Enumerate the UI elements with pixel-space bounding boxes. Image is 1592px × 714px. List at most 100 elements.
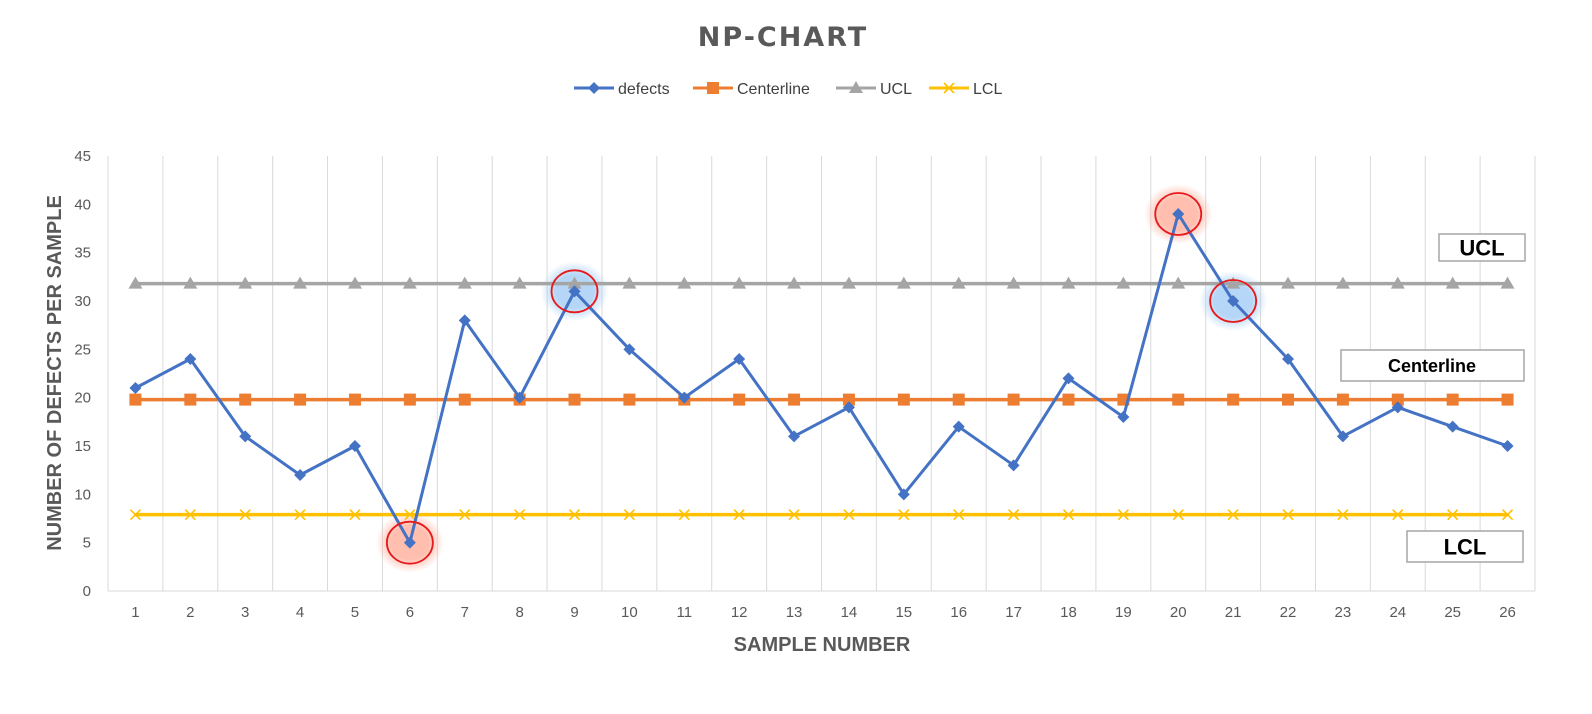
legend-marker-lcl-stroke-b bbox=[943, 82, 955, 94]
point-ucl-23 bbox=[1335, 276, 1350, 289]
point-lcl-16-stroke-b bbox=[953, 509, 965, 521]
x-tick-label-19: 19 bbox=[1115, 604, 1132, 621]
x-tick-label-11: 11 bbox=[676, 604, 692, 621]
point-ucl-19 bbox=[1116, 276, 1131, 289]
point-defects-17 bbox=[1007, 459, 1020, 472]
grid-lines bbox=[107, 156, 1536, 592]
point-ucl-24 bbox=[1390, 276, 1405, 289]
point-lcl-23 bbox=[1337, 509, 1349, 521]
point-lcl-25-stroke-b bbox=[1447, 509, 1459, 521]
point-ucl-22 bbox=[1281, 276, 1296, 289]
x-tick-label-8: 8 bbox=[515, 604, 523, 621]
point-ucl-15 bbox=[896, 276, 911, 289]
point-lcl-23-stroke-b bbox=[1337, 509, 1349, 521]
x-tick-label-23: 23 bbox=[1335, 604, 1352, 621]
annotation-box-ucl bbox=[1438, 233, 1526, 262]
point-defects-20 bbox=[1172, 208, 1185, 220]
annotation-boxes: UCL Centerline LCL bbox=[1340, 233, 1526, 563]
point-ucl-7 bbox=[457, 276, 472, 289]
series-ucl bbox=[128, 276, 1515, 289]
x-tick-label-24: 24 bbox=[1389, 604, 1406, 621]
x-tick-label-14: 14 bbox=[841, 604, 858, 621]
point-lcl-15-stroke-b bbox=[898, 509, 910, 521]
point-ucl-18 bbox=[1061, 276, 1076, 289]
point-defects-1 bbox=[129, 382, 142, 394]
point-lcl-26-stroke-b bbox=[1501, 509, 1514, 521]
point-centerline-9 bbox=[568, 393, 581, 406]
x-tick-label-2: 2 bbox=[186, 604, 194, 621]
point-lcl-11-stroke-b bbox=[678, 509, 690, 521]
highlight-circle-1 bbox=[550, 269, 599, 314]
x-tick-label-18: 18 bbox=[1060, 604, 1077, 621]
point-ucl-12 bbox=[732, 276, 747, 289]
annotation-box-lcl bbox=[1406, 530, 1524, 563]
point-defects-6 bbox=[403, 536, 416, 549]
point-lcl-20 bbox=[1172, 509, 1184, 521]
point-ucl-6 bbox=[402, 276, 417, 289]
point-lcl-11 bbox=[678, 509, 690, 521]
point-centerline-20 bbox=[1172, 393, 1185, 406]
legend-item-defects: defects bbox=[574, 81, 670, 98]
y-tick-label-25: 25 bbox=[74, 341, 91, 358]
point-ucl-26 bbox=[1500, 276, 1515, 289]
point-lcl-6-stroke-b bbox=[404, 509, 416, 521]
point-lcl-3 bbox=[239, 509, 251, 521]
series-lcl bbox=[129, 509, 1514, 521]
point-lcl-12-stroke-b bbox=[733, 509, 745, 521]
y-tick-label-40: 40 bbox=[74, 196, 91, 213]
point-lcl-19 bbox=[1117, 509, 1129, 521]
legend-label-defects: defects bbox=[618, 81, 670, 98]
point-lcl-13 bbox=[788, 509, 800, 521]
y-tick-label-35: 35 bbox=[74, 245, 91, 262]
highlight-circle-0 bbox=[385, 520, 434, 565]
highlight-circle-2 bbox=[1154, 192, 1203, 236]
series-centerline bbox=[129, 393, 1514, 406]
point-centerline-23 bbox=[1336, 393, 1349, 406]
y-tick-label-45: 45 bbox=[74, 148, 91, 165]
legend-label-lcl: LCL bbox=[973, 81, 1002, 98]
point-centerline-5 bbox=[348, 393, 361, 406]
legend-item-lcl: LCL bbox=[929, 81, 1002, 98]
y-tick-label-5: 5 bbox=[83, 535, 91, 552]
point-lcl-3-stroke-b bbox=[239, 509, 251, 521]
point-centerline-18 bbox=[1062, 393, 1075, 406]
point-defects-5 bbox=[348, 440, 361, 452]
x-tick-label-26: 26 bbox=[1499, 604, 1516, 621]
point-ucl-4 bbox=[293, 276, 308, 289]
point-lcl-7 bbox=[459, 509, 471, 521]
point-lcl-26 bbox=[1501, 509, 1514, 521]
point-ucl-21 bbox=[1226, 276, 1241, 289]
y-tick-label-10: 10 bbox=[74, 486, 91, 503]
point-centerline-21 bbox=[1227, 393, 1240, 406]
x-tick-label-16: 16 bbox=[950, 604, 967, 621]
legend-marker-lcl bbox=[943, 82, 955, 94]
point-ucl-16 bbox=[951, 276, 966, 289]
point-ucl-10 bbox=[622, 276, 637, 289]
point-defects-23 bbox=[1336, 430, 1349, 443]
point-lcl-21-stroke-b bbox=[1227, 509, 1239, 521]
point-defects-24 bbox=[1391, 401, 1404, 414]
point-lcl-22-stroke-b bbox=[1282, 509, 1294, 521]
x-tick-label-3: 3 bbox=[241, 604, 249, 621]
highlight-circle-3 bbox=[1209, 279, 1258, 323]
point-ucl-1 bbox=[128, 276, 143, 289]
x-tick-label-1: 1 bbox=[131, 604, 139, 621]
point-lcl-18-stroke-b bbox=[1062, 509, 1075, 521]
legend: defects Centerline UCL LCL bbox=[574, 81, 1002, 98]
point-lcl-9-stroke-b bbox=[568, 509, 581, 521]
point-ucl-3 bbox=[238, 276, 253, 289]
point-defects-13 bbox=[788, 430, 801, 443]
point-defects-26 bbox=[1501, 440, 1514, 452]
x-axis-title: SAMPLE NUMBER bbox=[734, 634, 911, 656]
point-lcl-17 bbox=[1008, 509, 1020, 521]
point-lcl-16 bbox=[953, 509, 965, 521]
point-defects-10 bbox=[623, 343, 636, 356]
point-lcl-4 bbox=[294, 509, 306, 521]
point-lcl-20-stroke-b bbox=[1172, 509, 1184, 521]
point-centerline-13 bbox=[788, 393, 801, 406]
point-defects-12 bbox=[733, 353, 746, 365]
point-defects-7 bbox=[458, 314, 471, 327]
x-axis-ticks: 1 2 3 4 5 6 7 8 9 10 11 12 13 14 15 16 17 18 19 20 21 22 23 24 2… bbox=[131, 604, 1516, 621]
y-tick-label-0: 0 bbox=[83, 583, 91, 600]
point-lcl-24 bbox=[1392, 509, 1404, 521]
